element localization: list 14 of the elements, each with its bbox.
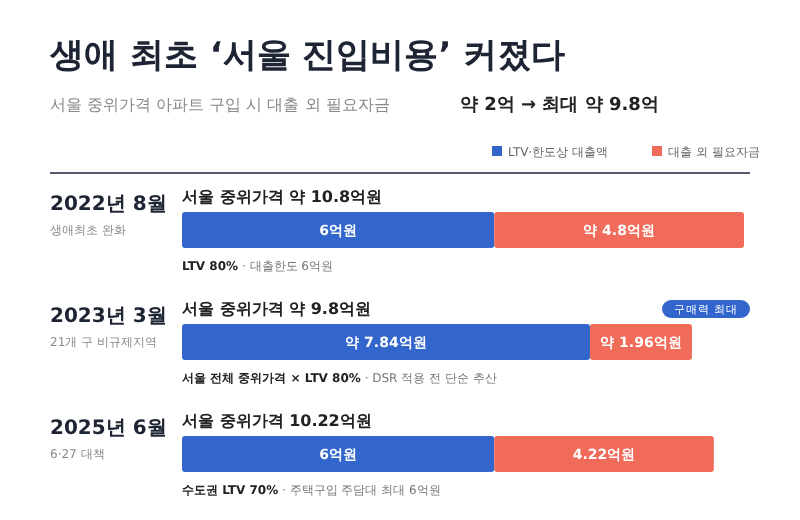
bar xyxy=(182,436,495,472)
bar xyxy=(494,436,714,472)
text: 약 2억 → 최대 약 9.8억 xyxy=(460,96,659,116)
bar xyxy=(494,212,744,248)
annotation: 서울 중위가격 약 9.8억원 xyxy=(182,300,372,318)
y-tick-label: 2023년 3월 xyxy=(50,306,167,328)
y-tick-label: 2022년 8월 xyxy=(50,194,167,216)
annotation: 서울 중위가격 약 10.8억원 xyxy=(182,188,383,206)
chart-title: 생애 최초 ‘서울 진입비용’ 커졌다 xyxy=(48,36,566,76)
y-tick-label: 2025년 6월 xyxy=(50,418,167,440)
bar xyxy=(182,324,590,360)
annotation: 서울 중위가격 10.22억원 xyxy=(182,412,372,430)
chart-subtitle: 서울 중위가격 아파트 구입 시 대출 외 필요자금 xyxy=(50,96,390,114)
bar xyxy=(182,212,495,248)
